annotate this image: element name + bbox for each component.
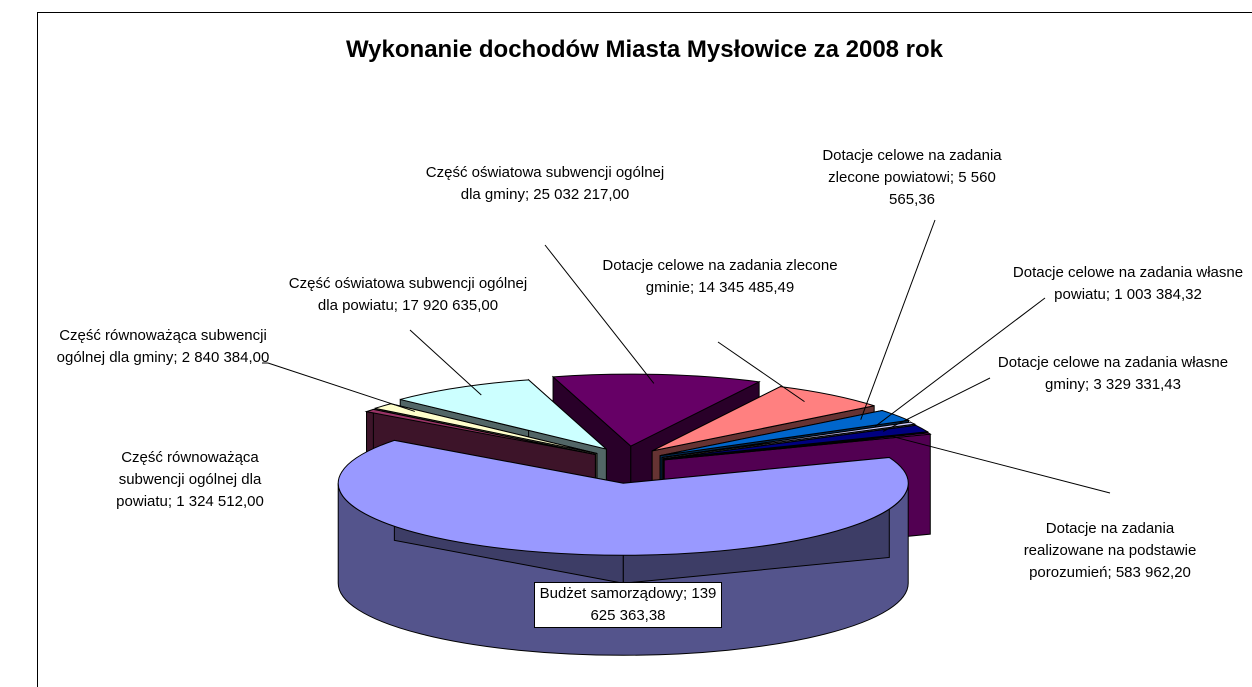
label-value: 583 962,20 — [1115, 564, 1191, 581]
label-separator: ; — [173, 349, 178, 366]
chart-frame — [37, 12, 1252, 687]
label-value: 139 625 363,38 — [590, 585, 717, 624]
leader-line — [874, 297, 1046, 427]
label-separator: ; — [393, 297, 398, 314]
pie-slice — [663, 424, 930, 460]
pie-slice — [662, 421, 917, 458]
leader-line — [717, 341, 805, 403]
label-separator: ; — [1105, 286, 1111, 303]
pie-slice — [400, 379, 607, 450]
label-value: 17 920 635,00 — [402, 297, 499, 314]
leader-line — [267, 362, 415, 412]
label-value: 1 324 512,00 — [176, 493, 264, 510]
label-name: Część oświatowa subwencji ogólnej dla po… — [288, 275, 528, 314]
leader-line — [882, 377, 991, 432]
pie-slice — [551, 373, 761, 447]
data-label: Część równoważąca subwencji ogólnej dla … — [103, 447, 278, 513]
label-separator: ; — [1085, 376, 1090, 393]
label-separator: ; — [683, 585, 688, 602]
label-name: Dotacje na zadania realizowane na podsta… — [1023, 520, 1197, 581]
pie-slice — [364, 408, 596, 456]
label-name: Dotacje celowe na zadania zlecone gminie — [602, 257, 838, 296]
data-label: Budżet samorządowy; 139 625 363,38 — [534, 582, 722, 628]
label-value: 5 560 565,36 — [889, 169, 996, 208]
label-separator: ; — [1107, 564, 1112, 581]
pie-slice — [337, 439, 909, 556]
label-separator: ; — [689, 279, 695, 296]
pie-slice — [664, 432, 932, 461]
label-name: Część oświatowa subwencji ogólnej dla gm… — [425, 164, 665, 203]
label-name: Dotacje celowe na zadania zlecone powiat… — [822, 147, 1002, 186]
data-label: Część oświatowa subwencji ogólnej dla po… — [283, 273, 533, 317]
label-value: 2 840 384,00 — [181, 349, 270, 366]
label-value: 14 345 485,49 — [698, 279, 795, 296]
label-separator: ; — [949, 169, 955, 186]
leader-line — [889, 435, 1111, 494]
data-label: Dotacje celowe na zadania własne gminy; … — [981, 352, 1246, 396]
leader-line — [409, 329, 482, 396]
leader-line — [544, 244, 655, 384]
label-name: Część równoważąca subwencji ogólnej dla … — [116, 449, 262, 510]
label-name: Dotacje celowe na zadania własne gminy — [997, 354, 1229, 393]
data-label: Część oświatowa subwencji ogólnej dla gm… — [415, 162, 675, 206]
pie-slice — [660, 410, 911, 457]
data-label: Dotacje na zadania realizowane na podsta… — [1010, 518, 1210, 584]
data-label: Dotacje celowe na zadania zlecone gminie… — [600, 255, 840, 299]
label-name: Część równoważąca subwencji ogólnej dla … — [56, 327, 267, 366]
label-name: Dotacje celowe na zadania własne powiatu — [1012, 264, 1244, 303]
data-label: Część równoważąca subwencji ogólnej dla … — [43, 325, 283, 369]
chart-title: Wykonanie dochodów Miasta Mysłowice za 2… — [345, 36, 944, 63]
label-value: 25 032 217,00 — [533, 186, 630, 203]
label-value: 3 329 331,43 — [1093, 376, 1181, 393]
label-separator: ; — [524, 186, 530, 203]
label-value: 1 003 384,32 — [1114, 286, 1202, 303]
label-separator: ; — [167, 493, 173, 510]
leader-line — [860, 219, 936, 420]
data-label: Dotacje celowe na zadania zlecone powiat… — [812, 145, 1012, 211]
label-name: Budżet samorządowy — [539, 585, 684, 602]
data-label: Dotacje celowe na zadania własne powiatu… — [996, 262, 1252, 306]
